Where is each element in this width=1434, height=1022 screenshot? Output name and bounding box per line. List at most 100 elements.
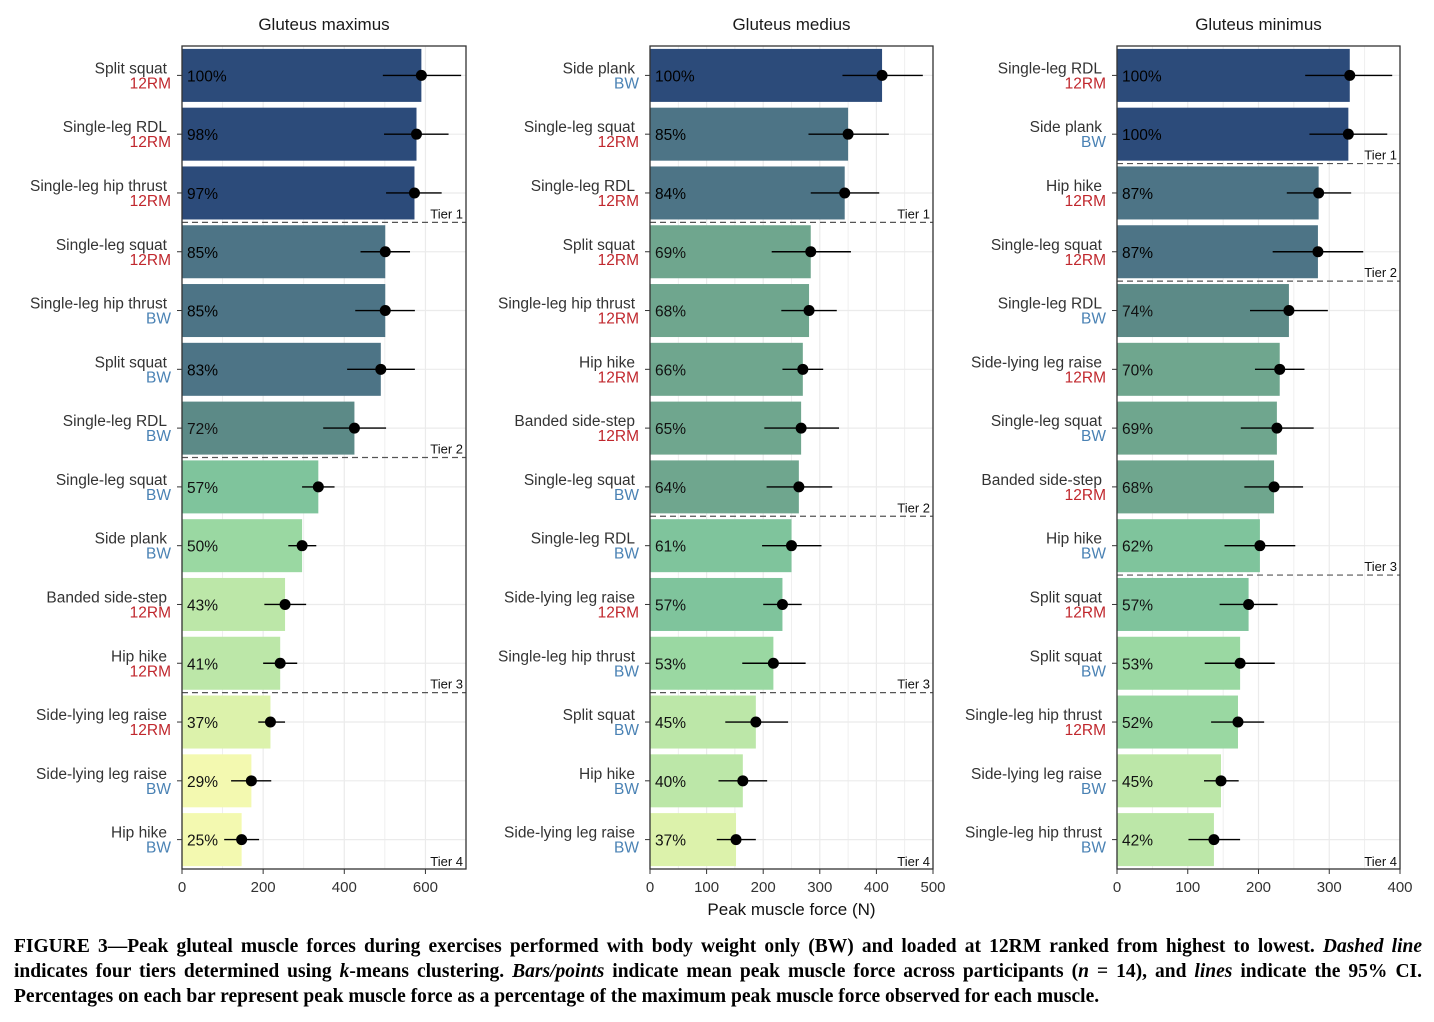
exercise-label: Hip hike	[579, 766, 635, 783]
exercise-label: Side-lying leg raise	[36, 707, 167, 724]
percent-label: 84%	[655, 186, 686, 203]
bar	[182, 695, 271, 749]
bar	[182, 107, 417, 161]
load-label: 12RM	[598, 311, 639, 328]
percent-label: 70%	[1122, 362, 1153, 379]
percent-label: 57%	[187, 480, 218, 497]
tier-label: Tier 3	[430, 677, 463, 692]
caption-label: FIGURE 3—	[14, 936, 128, 957]
mean-point	[1254, 540, 1266, 552]
percent-label: 98%	[187, 127, 218, 144]
percent-label: 45%	[655, 715, 686, 732]
percent-label: 62%	[1122, 539, 1153, 556]
x-tick-label: 0	[178, 879, 186, 896]
percent-label: 66%	[655, 362, 686, 379]
load-label: BW	[146, 428, 171, 445]
percent-label: 29%	[187, 774, 218, 791]
exercise-label: Single-leg hip thrust	[965, 825, 1103, 842]
percent-label: 42%	[1122, 833, 1153, 850]
bar	[182, 460, 319, 514]
exercise-label: Single-leg hip thrust	[498, 296, 636, 313]
mean-point	[795, 422, 807, 434]
caption-n: n	[1078, 961, 1089, 982]
load-label: BW	[1081, 428, 1106, 445]
caption-k: k	[339, 961, 350, 982]
load-label: BW	[146, 311, 171, 328]
load-label: BW	[1081, 781, 1106, 798]
x-tick-label: 0	[1113, 879, 1121, 896]
load-label: 12RM	[1065, 252, 1106, 269]
load-label: BW	[146, 487, 171, 504]
mean-point	[245, 775, 257, 787]
mean-point	[1215, 775, 1227, 787]
load-label: 12RM	[598, 193, 639, 210]
load-label: BW	[146, 781, 171, 798]
percent-label: 85%	[655, 127, 686, 144]
mean-point	[236, 834, 248, 846]
mean-point	[1313, 187, 1325, 199]
percent-label: 68%	[1122, 480, 1153, 497]
tier-label: Tier 3	[897, 677, 930, 692]
exercise-label: Single-leg RDL	[998, 296, 1103, 313]
exercise-label: Banded side-step	[46, 589, 167, 606]
caption-line1: Peak gluteal muscle forces during exerci…	[127, 936, 1315, 957]
caption-ci: indicate the 95% CI. Percentages on each…	[14, 961, 1422, 1007]
load-label: 12RM	[130, 75, 171, 92]
bar	[650, 577, 783, 631]
exercise-label: Single-leg hip thrust	[30, 296, 168, 313]
load-label: 12RM	[598, 252, 639, 269]
load-label: 12RM	[598, 369, 639, 386]
mean-point	[408, 187, 420, 199]
caption-dashed-line: Dashed line	[1322, 936, 1423, 957]
load-label: 12RM	[130, 193, 171, 210]
exercise-label: Single-leg hip thrust	[30, 178, 168, 195]
mean-point	[750, 716, 762, 728]
load-label: 12RM	[1065, 722, 1106, 739]
percent-label: 53%	[1122, 656, 1153, 673]
percent-label: 64%	[655, 480, 686, 497]
mean-point	[296, 540, 308, 552]
x-tick-label: 400	[1387, 879, 1412, 896]
exercise-label: Split squat	[1030, 648, 1103, 665]
mean-point	[776, 598, 788, 610]
x-tick-label: 300	[807, 879, 832, 896]
x-tick-label: 600	[413, 879, 438, 896]
exercise-label: Split squat	[563, 237, 636, 254]
tier-label: Tier 1	[897, 206, 930, 221]
tier-label: Tier 4	[897, 854, 930, 869]
percent-label: 100%	[187, 68, 227, 85]
percent-label: 69%	[655, 245, 686, 262]
x-tick-label: 100	[694, 879, 719, 896]
load-label: BW	[1081, 546, 1106, 563]
percent-label: 25%	[187, 833, 218, 850]
exercise-label: Side plank	[95, 531, 168, 548]
percent-label: 72%	[187, 421, 218, 438]
x-tick-label: 0	[646, 879, 654, 896]
caption-tiers-a: indicates four tiers determined using	[14, 961, 340, 982]
load-label: BW	[614, 840, 639, 857]
x-tick-label: 200	[251, 879, 276, 896]
percent-label: 69%	[1122, 421, 1153, 438]
exercise-label: Side plank	[563, 60, 636, 77]
bar	[1117, 754, 1222, 808]
load-label: 12RM	[130, 252, 171, 269]
exercise-label: Single-leg squat	[991, 413, 1103, 430]
mean-point	[839, 187, 851, 199]
x-tick-label: 200	[1246, 879, 1271, 896]
load-label: BW	[614, 487, 639, 504]
mean-point	[1312, 246, 1324, 258]
percent-label: 100%	[655, 68, 695, 85]
percent-label: 85%	[187, 304, 218, 321]
exercise-label: Single-leg RDL	[998, 60, 1103, 77]
exercise-label: Hip hike	[579, 354, 635, 371]
bar	[182, 48, 422, 102]
percent-label: 97%	[187, 186, 218, 203]
x-tick-label: 400	[332, 879, 357, 896]
caption-mean: indicate mean peak muscle force across p…	[604, 961, 1079, 982]
exercise-label: Split squat	[563, 707, 636, 724]
tier-label: Tier 1	[1364, 148, 1397, 163]
load-label: 12RM	[130, 663, 171, 680]
mean-point	[274, 657, 286, 669]
mean-point	[1268, 481, 1280, 493]
